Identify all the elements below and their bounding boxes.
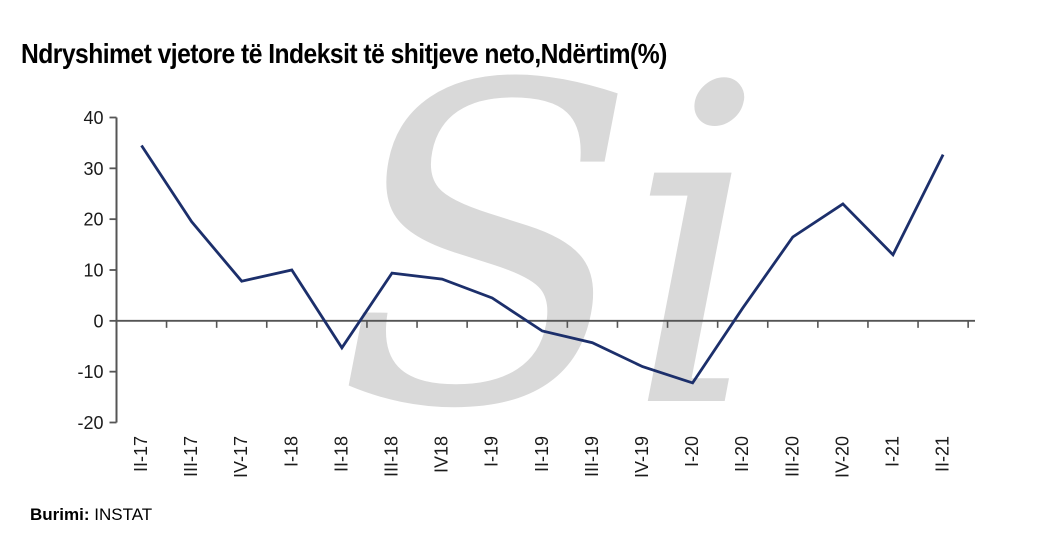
x-tick-label: II-17 (131, 436, 151, 472)
x-tick-label: II-21 (933, 436, 953, 472)
source-value: INSTAT (94, 505, 153, 524)
x-tick-label: III-20 (782, 436, 802, 477)
source-label: Burimi: (30, 505, 90, 524)
x-tick-label: IV-17 (231, 436, 251, 478)
y-tick-label: 20 (83, 210, 103, 230)
x-tick-label: III-19 (582, 436, 602, 477)
y-tick-label: 10 (83, 261, 103, 281)
x-tick-label: III-18 (382, 436, 402, 477)
x-tick-label: II-18 (331, 436, 351, 472)
x-tick-label: I-19 (482, 436, 502, 467)
x-tick-label: II-20 (732, 436, 752, 472)
x-tick-label: I-18 (281, 436, 301, 467)
x-tick-label: IV-19 (632, 436, 652, 478)
x-tick-label: IV-20 (832, 436, 852, 478)
x-tick-label: IV18 (432, 436, 452, 473)
series-line-ndertim (140, 144, 945, 385)
y-tick-label: 0 (93, 311, 103, 331)
y-tick-label: -10 (77, 362, 103, 382)
x-tick-label: II-19 (532, 436, 552, 472)
y-tick-label: 40 (83, 108, 103, 128)
y-tick-label: 30 (83, 159, 103, 179)
x-tick-label: III-17 (181, 436, 201, 477)
x-tick-label: I-20 (682, 436, 702, 467)
chart-title: Ndryshimet vjetore të Indeksit të shitje… (21, 37, 667, 69)
y-tick-label: -20 (77, 413, 103, 433)
x-tick-label: I-21 (883, 436, 903, 467)
source-note: Burimi: INSTAT (30, 505, 152, 525)
